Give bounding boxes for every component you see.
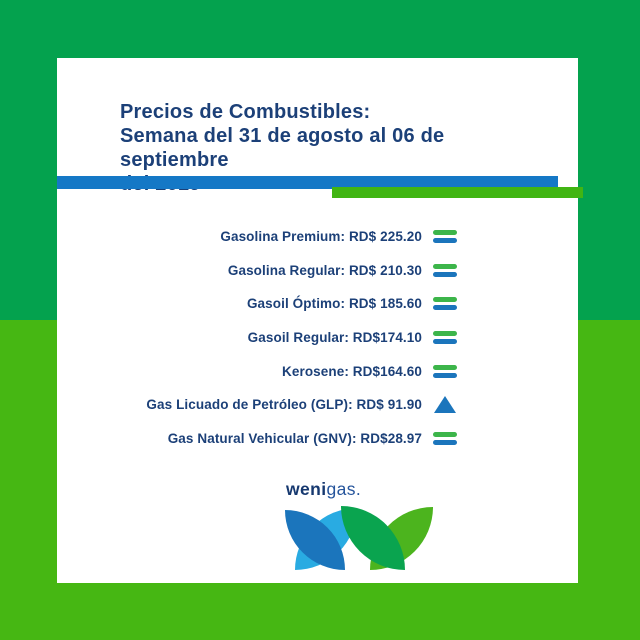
four-leaf-w-icon: [285, 506, 435, 572]
green-divider-bar: [332, 187, 583, 198]
leaf-dark-green-icon: [341, 506, 405, 570]
blue-divider-bar: [57, 176, 558, 189]
title-line-1: Precios de Combustibles:: [120, 101, 371, 123]
price-row-glp: Gas Licuado de Petróleo (GLP): RD$ 91.90: [57, 388, 457, 422]
page-title: Precios de Combustibles: Semana del 31 d…: [120, 100, 550, 196]
equals-icon: [433, 331, 457, 345]
price-row-gnv: Gas Natural Vehicular (GNV): RD$28.97: [57, 422, 457, 456]
price-label: Gasolina Premium: RD$ 225.20: [220, 229, 422, 245]
price-row-kerosene: Kerosene: RD$164.60: [57, 354, 457, 388]
brand-name-light: gas.: [326, 479, 362, 499]
price-label: Gasoil Regular: RD$174.10: [247, 330, 422, 346]
brand-name-bold: weni: [286, 479, 327, 499]
price-row-gasolina-regular: Gasolina Regular: RD$ 210.30: [57, 254, 457, 288]
price-list: Gasolina Premium: RD$ 225.20 Gasolina Re…: [57, 220, 457, 455]
price-row-gasoil-optimo: Gasoil Óptimo: RD$ 185.60: [57, 287, 457, 321]
triangle-up-icon: [433, 396, 457, 414]
equals-icon: [433, 431, 457, 445]
price-label: Gasoil Óptimo: RD$ 185.60: [246, 296, 422, 312]
price-label: Gas Licuado de Petróleo (GLP): RD$ 91.90: [146, 397, 422, 413]
price-label: Kerosene: RD$164.60: [282, 363, 422, 379]
white-card: [57, 58, 578, 583]
wenigas-logo-text: weni gas.: [286, 479, 361, 500]
equals-icon: [433, 364, 457, 378]
equals-icon: [433, 263, 457, 277]
equals-icon: [433, 230, 457, 244]
price-row-gasoil-regular: Gasoil Regular: RD$174.10: [57, 321, 457, 355]
equals-icon: [433, 297, 457, 311]
price-row-gasolina-premium: Gasolina Premium: RD$ 225.20: [57, 220, 457, 254]
price-label: Gas Natural Vehicular (GNV): RD$28.97: [167, 430, 422, 446]
price-label: Gasolina Regular: RD$ 210.30: [227, 262, 422, 278]
title-line-2: Semana del 31 de agosto al 06 de septiem…: [120, 125, 445, 171]
